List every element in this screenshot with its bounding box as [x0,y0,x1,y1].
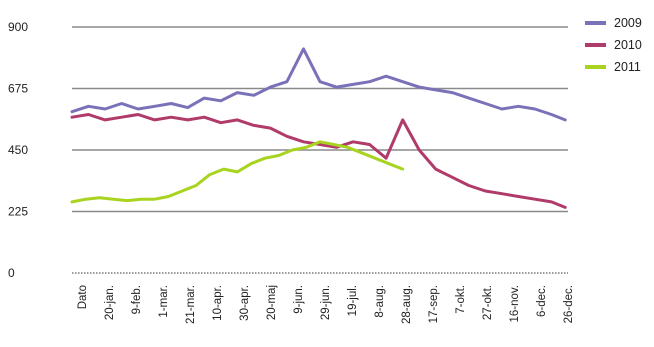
x-tick-label: 9-feb. [131,285,143,314]
legend-label-2009: 2009 [614,16,642,30]
legend-label-2010: 2010 [614,38,642,52]
x-tick-label: 6-dec. [536,285,548,317]
y-axis-tick-labels: 0 225 450 675 900 [8,20,28,280]
y-tick-label: 450 [8,143,28,157]
y-tick-label: 900 [8,20,28,34]
y-tick-label: 0 [8,266,15,280]
x-tick-label: 19-jul. [347,285,359,316]
x-tick-label: 27-okt. [482,285,494,320]
series-lines [70,47,567,209]
legend: 2009 2010 2011 [585,16,642,74]
x-axis-tick-labels: Dato 20-jan. 9-feb. 1-mar. 21-mar. 10-apr. 30-… [77,285,575,324]
x-tick-label: 28-aug. [401,285,413,324]
legend-label-2011: 2011 [614,60,641,74]
y-tick-label: 225 [8,205,28,219]
x-tick-label: 20-maj [266,285,278,320]
x-tick-label: 7-okt. [455,285,467,314]
x-tick-label: 16-nov. [509,285,521,323]
y-tick-label: 675 [8,82,28,96]
x-tick-label: 20-jan. [104,285,116,320]
series-line-2009 [70,47,567,122]
series-line-2011 [70,140,405,204]
x-tick-label: 26-dec. [563,285,575,323]
x-tick-label: 8-aug. [374,285,386,318]
x-tick-label: 21-mar. [185,285,197,324]
x-tick-label: 10-apr. [212,285,224,321]
gridlines [72,26,568,213]
x-tick-label: 1-mar. [158,285,170,318]
x-tick-label: Dato [77,285,89,309]
x-tick-label: 30-apr. [239,285,251,321]
x-tick-label: 9-jun. [293,285,305,314]
series-line-2010 [70,113,567,209]
x-tick-label: 17-sep. [428,285,440,323]
x-tick-label: 29-jun. [320,285,332,320]
